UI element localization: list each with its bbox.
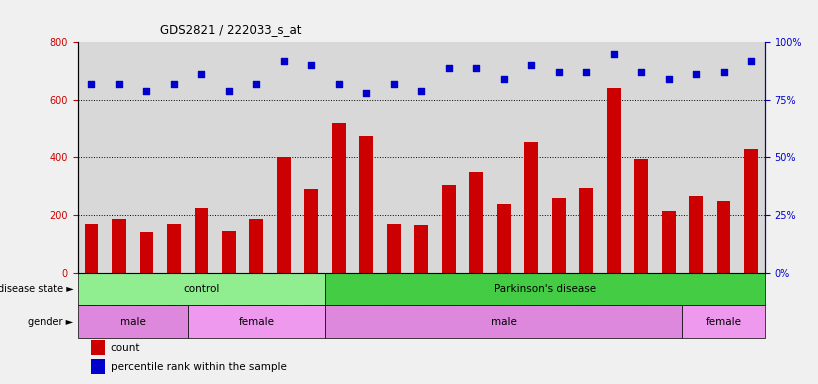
Point [305, 62, 318, 68]
Bar [470, 172, 483, 273]
Bar [304, 189, 318, 273]
Bar [690, 196, 703, 273]
Point [85, 81, 98, 87]
Point [387, 81, 400, 87]
Bar [167, 223, 181, 273]
Bar [744, 149, 758, 273]
Bar [92, 359, 106, 374]
Text: percentile rank within the sample: percentile rank within the sample [110, 362, 286, 372]
Point [635, 69, 648, 75]
Point [140, 88, 153, 94]
Point [717, 69, 730, 75]
Bar [359, 136, 373, 273]
Point [580, 69, 593, 75]
Point [360, 90, 373, 96]
Point [332, 81, 345, 87]
Bar [607, 88, 621, 273]
Text: female: female [706, 316, 742, 327]
Bar [140, 232, 153, 273]
Point [249, 81, 263, 87]
Bar [222, 231, 236, 273]
Bar [387, 223, 401, 273]
Point [662, 76, 675, 82]
Point [744, 58, 757, 64]
Bar [415, 225, 428, 273]
Bar [325, 305, 682, 338]
Point [470, 65, 483, 71]
Bar [717, 200, 730, 273]
Point [690, 71, 703, 78]
Point [195, 71, 208, 78]
Bar [442, 185, 456, 273]
Point [552, 69, 565, 75]
Text: GDS2821 / 222033_s_at: GDS2821 / 222033_s_at [160, 23, 302, 36]
Text: count: count [110, 343, 140, 353]
Bar [682, 305, 765, 338]
Point [112, 81, 125, 87]
Text: control: control [183, 284, 219, 294]
Bar [92, 340, 106, 355]
Bar [325, 273, 765, 305]
Text: gender ►: gender ► [29, 316, 74, 327]
Bar [84, 223, 98, 273]
Point [443, 65, 456, 71]
Bar [195, 208, 209, 273]
Bar [552, 198, 565, 273]
Bar [497, 204, 510, 273]
Text: female: female [238, 316, 274, 327]
Bar [187, 305, 325, 338]
Bar [634, 159, 648, 273]
Point [607, 51, 620, 57]
Point [524, 62, 537, 68]
Bar [78, 273, 325, 305]
Point [168, 81, 181, 87]
Bar [332, 123, 346, 273]
Bar [277, 157, 290, 273]
Bar [524, 142, 538, 273]
Bar [249, 219, 263, 273]
Bar [78, 305, 187, 338]
Point [415, 88, 428, 94]
Bar [662, 211, 676, 273]
Point [277, 58, 290, 64]
Point [497, 76, 510, 82]
Text: male: male [491, 316, 517, 327]
Text: male: male [119, 316, 146, 327]
Bar [112, 219, 126, 273]
Text: disease state ►: disease state ► [0, 284, 74, 294]
Point [222, 88, 236, 94]
Bar [579, 188, 593, 273]
Text: Parkinson's disease: Parkinson's disease [494, 284, 596, 294]
